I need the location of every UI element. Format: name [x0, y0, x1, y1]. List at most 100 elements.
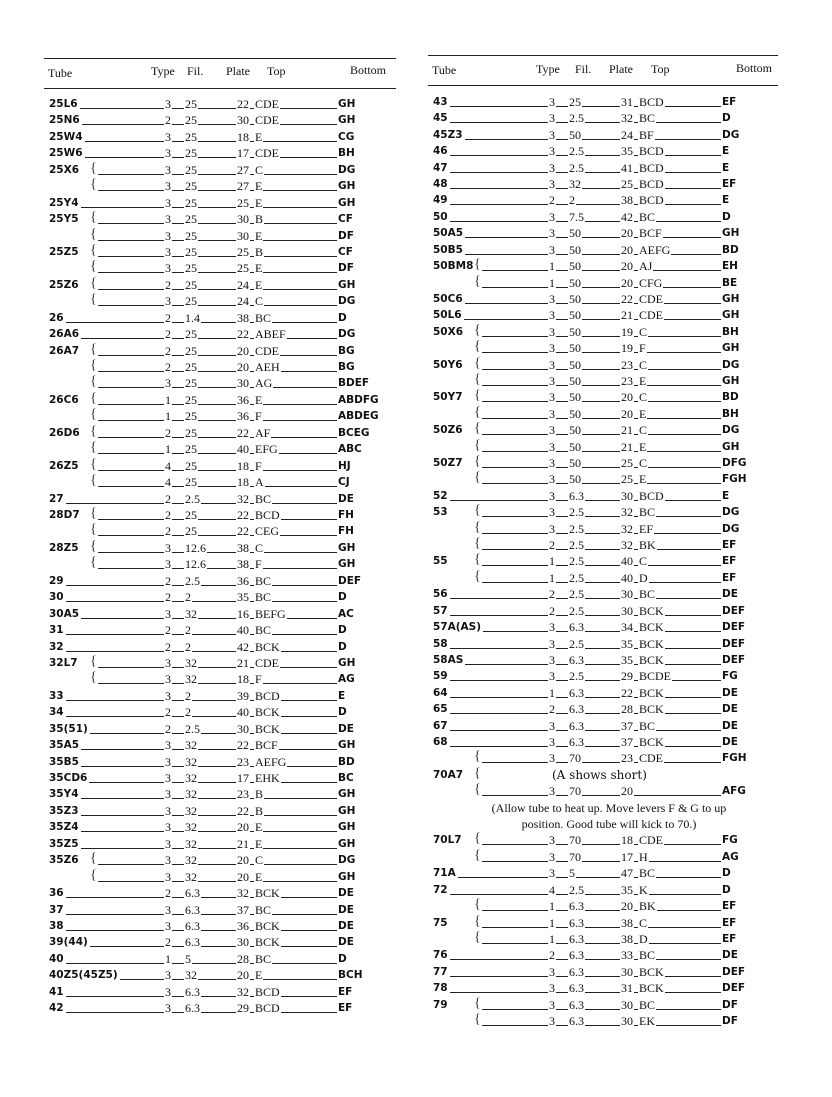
table-row: 26 2 1.4 38 BC D: [48, 309, 398, 327]
filament-value: 12.6: [184, 556, 207, 573]
table-row: 25Y4 3 25 25 E GH: [48, 194, 398, 212]
divider: [428, 85, 778, 86]
table-row: 26A6 2 25 22 ABEF DG: [48, 326, 398, 343]
filament-value: 2: [568, 192, 576, 209]
filament-value: 2.5: [568, 159, 585, 177]
table-row: {1 6.3 38 D EF: [432, 930, 782, 948]
bottom-levers: GH: [337, 178, 357, 195]
bottom-levers: DG: [721, 520, 741, 538]
top-levers: BCD: [254, 1000, 281, 1017]
table-row: 29 2 2.5 36 BC DEF: [48, 572, 398, 590]
filament-value: 25: [184, 260, 198, 277]
tube-name: 43: [432, 94, 450, 111]
tube-type: 2: [164, 342, 172, 359]
filament-value: 2: [184, 704, 192, 721]
brace-icon: {: [90, 177, 97, 193]
filament-value: 6.3: [184, 918, 201, 935]
tube-type: 2: [164, 523, 172, 540]
bottom-levers: GH: [721, 225, 741, 242]
filament-value: 25: [184, 227, 198, 244]
bottom-levers: EF: [337, 983, 354, 1001]
brace-icon: {: [474, 765, 481, 781]
bottom-levers: GH: [337, 556, 357, 573]
brace-icon: {: [90, 440, 97, 456]
leader-line: [482, 844, 722, 846]
tube-name: 48: [432, 176, 450, 193]
brace-icon: {: [474, 257, 481, 273]
header-top: Top: [651, 62, 670, 76]
filament-value: 6.3: [568, 963, 585, 981]
tube-type: 3: [164, 211, 172, 228]
filament-value: 50: [568, 241, 582, 259]
filament-value: 50: [568, 389, 582, 406]
filament-value: 32: [184, 835, 198, 853]
tube-name: 77: [432, 963, 450, 981]
tube-name: 71A: [432, 865, 458, 882]
top-levers: E: [254, 967, 264, 984]
bottom-levers: DG: [721, 126, 741, 144]
tube-name: 50B5: [432, 241, 465, 259]
filament-value: 25: [184, 293, 198, 310]
filament-value: 32: [184, 737, 198, 754]
leader-line: [482, 384, 722, 386]
plate-value: 27: [236, 161, 250, 179]
plate-value: 18: [236, 457, 250, 475]
tube-name: 50C6: [432, 290, 465, 308]
tube-type: 2: [164, 424, 172, 442]
tube-type: 3: [164, 293, 172, 310]
bottom-levers: D: [721, 110, 732, 127]
tube-name: 50A5: [432, 225, 466, 242]
tube-type: 1: [548, 569, 556, 587]
plate-value: 20: [236, 359, 250, 376]
top-levers: BC: [638, 996, 657, 1013]
tube-name: 49: [432, 192, 450, 209]
top-levers: CFG: [638, 274, 664, 291]
plate-value: 40: [236, 704, 250, 721]
table-row: {3 6.3 30 EK DF: [432, 1012, 782, 1030]
leader-line: [482, 910, 722, 912]
leader-line: [482, 762, 722, 764]
top-levers: BC: [254, 490, 273, 507]
leader-line: [98, 864, 338, 866]
filament-value: 50: [568, 405, 582, 423]
plate-value: 40: [620, 569, 634, 587]
bottom-levers: CF: [337, 211, 354, 228]
table-row: 67 3 6.3 37 BC DE: [432, 717, 782, 734]
plate-value: 18: [236, 474, 250, 491]
tube-name: 50Z6: [432, 422, 465, 439]
bottom-levers: E: [721, 143, 731, 160]
leader-line: [482, 926, 722, 928]
top-levers: E: [254, 391, 264, 409]
table-row: 58 3 2.5 35 BCK DEF: [432, 635, 782, 652]
filament-value: 32: [184, 654, 198, 672]
brace-icon: {: [90, 275, 97, 291]
header-top: Top: [267, 64, 286, 78]
tube-name: 72: [432, 881, 450, 899]
filament-value: 50: [568, 471, 582, 488]
plate-value: 32: [620, 520, 634, 538]
divider: [428, 55, 778, 56]
tube-type: 3: [548, 208, 556, 226]
bottom-levers: DE: [337, 490, 355, 507]
table-row: 50C6 3 50 22 CDE GH: [432, 290, 782, 308]
header-bottom: Bottom: [736, 61, 773, 75]
top-levers: CEG: [254, 523, 280, 540]
filament-value: 25: [184, 194, 198, 212]
plate-value: 35: [620, 143, 634, 160]
tube-type: 3: [164, 786, 172, 803]
table-row: {3 32 20 E GH: [48, 868, 398, 886]
plate-value: 36: [236, 391, 250, 409]
brace-icon: {: [90, 226, 97, 242]
top-levers: CDE: [254, 342, 280, 359]
plate-value: 17: [620, 848, 634, 866]
tube-name: 41: [48, 983, 66, 1001]
tube-type: 3: [548, 1012, 556, 1030]
plate-value: 35: [620, 651, 634, 669]
table-row: 77 3 6.3 30 BCK DEF: [432, 963, 782, 981]
table-row: 42 3 6.3 29 BCD EF: [48, 1000, 398, 1017]
top-levers: C: [254, 852, 265, 869]
top-levers: CDE: [254, 654, 280, 672]
top-levers: AF: [254, 424, 272, 442]
plate-value: 37: [620, 733, 634, 751]
leader-line: [52, 601, 338, 603]
